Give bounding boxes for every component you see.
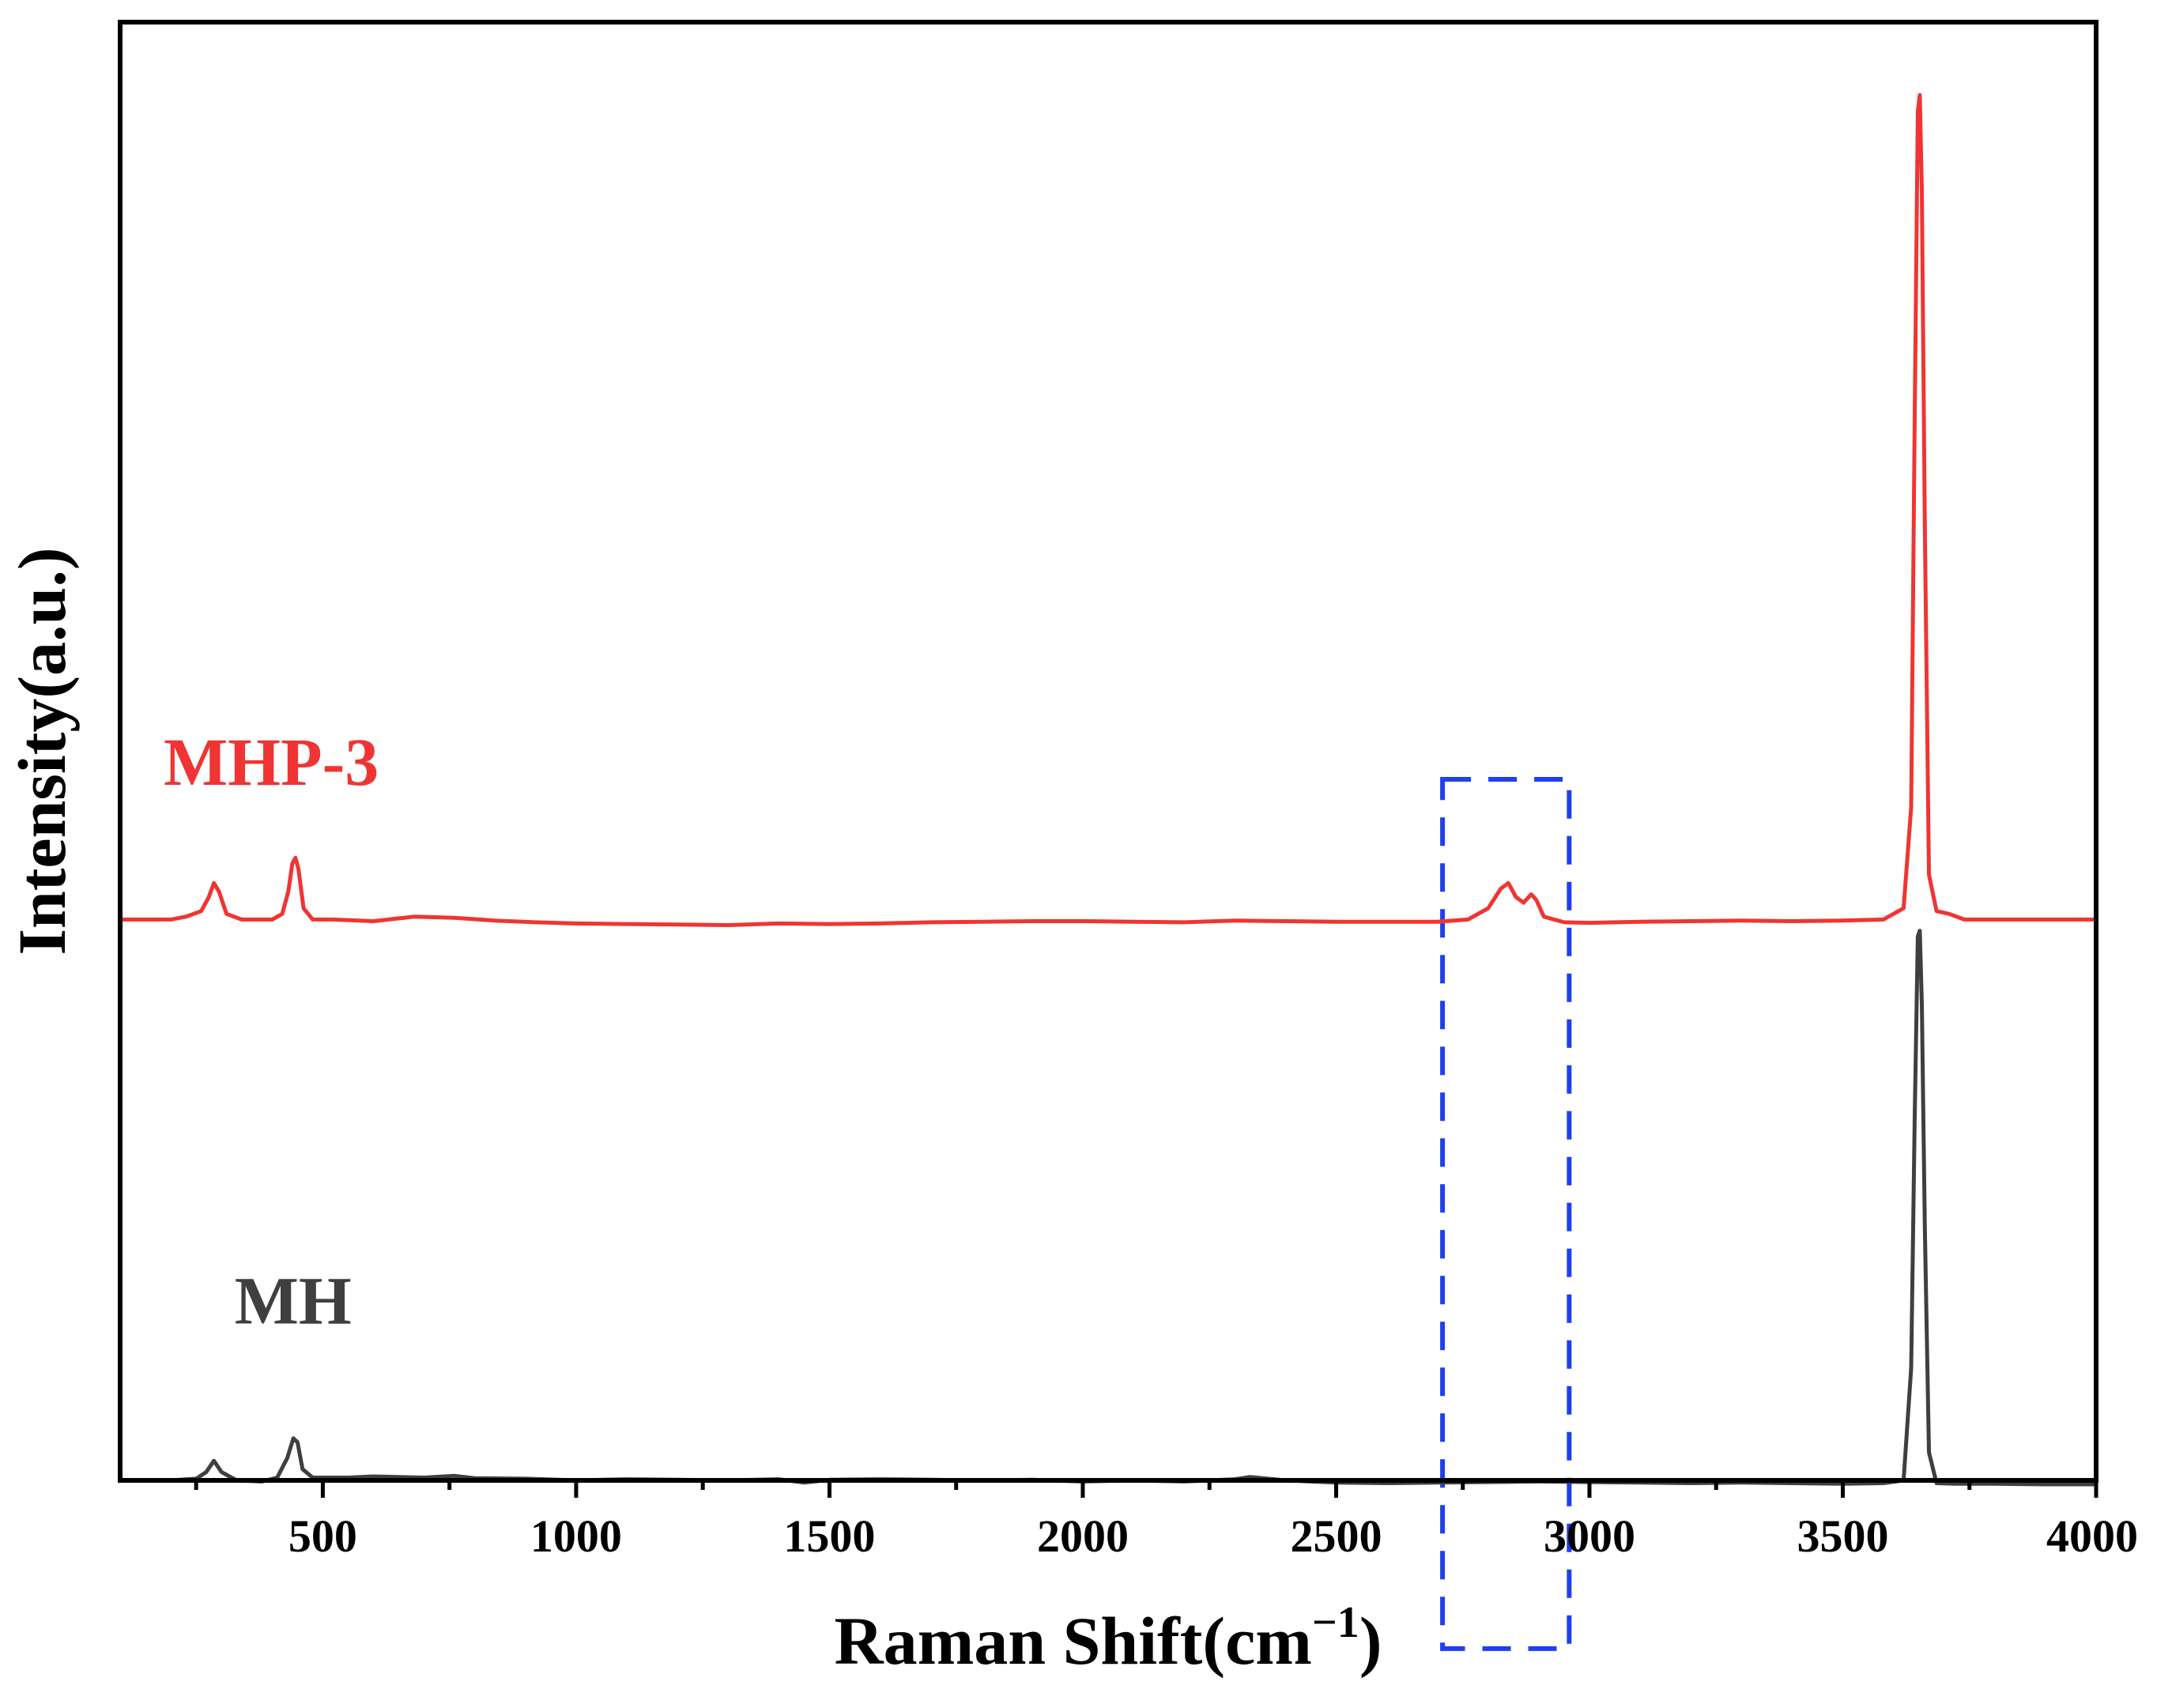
x-axis-title: Raman Shift(cm−1) — [835, 1598, 1382, 1679]
series-label-mhp-3: MHP-3 — [164, 724, 379, 800]
x-tick-label: 2500 — [1290, 1510, 1382, 1562]
x-tick-label: 1500 — [783, 1510, 875, 1562]
x-tick-label: 1000 — [530, 1510, 622, 1562]
x-axis-title-close: ) — [1359, 1603, 1382, 1679]
x-tick-label: 3000 — [1544, 1510, 1635, 1562]
dashed-highlight-box — [1440, 776, 1572, 1651]
x-axis-title-superscript: −1 — [1312, 1598, 1359, 1647]
x-tick-label: 4000 — [2046, 1510, 2138, 1562]
plot-frame — [118, 20, 2098, 1483]
x-tick-label: 500 — [288, 1510, 357, 1562]
y-axis-title: Intensity(a.u.) — [4, 547, 80, 955]
series-line-mhp-3 — [120, 92, 2096, 927]
plot-content: MHP-3 MH — [120, 92, 2096, 1651]
x-axis-ticks: 500 1000 1500 2000 2500 3000 3500 4000 — [194, 1480, 2138, 1562]
x-tick-label: 3500 — [1797, 1510, 1888, 1562]
x-tick-label: 2000 — [1037, 1510, 1129, 1562]
series-line-mh — [120, 929, 2096, 1487]
series-label-mh: MH — [235, 1262, 352, 1338]
x-axis-title-main: Raman Shift(cm — [835, 1603, 1312, 1679]
